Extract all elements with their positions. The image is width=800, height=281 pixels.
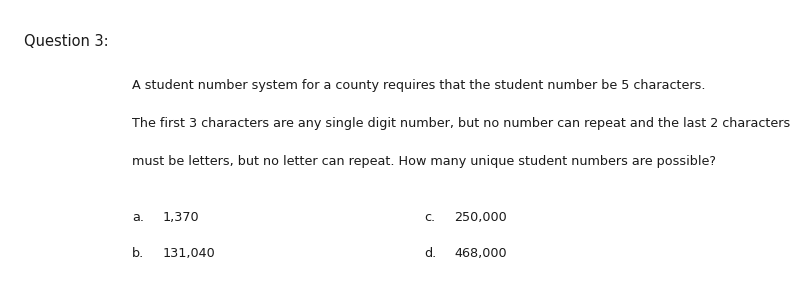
Text: The first 3 characters are any single digit number, but no number can repeat and: The first 3 characters are any single di… [132, 117, 790, 130]
Text: b.: b. [132, 247, 144, 260]
Text: 468,000: 468,000 [454, 247, 507, 260]
Text: 250,000: 250,000 [454, 211, 507, 224]
Text: c.: c. [424, 211, 435, 224]
Text: A student number system for a county requires that the student number be 5 chara: A student number system for a county req… [132, 79, 706, 92]
Text: Question 3:: Question 3: [24, 34, 109, 49]
Text: d.: d. [424, 247, 436, 260]
Text: 1,370: 1,370 [162, 211, 199, 224]
Text: a.: a. [132, 211, 144, 224]
Text: 131,040: 131,040 [162, 247, 215, 260]
Text: must be letters, but no letter can repeat. How many unique student numbers are p: must be letters, but no letter can repea… [132, 155, 716, 167]
